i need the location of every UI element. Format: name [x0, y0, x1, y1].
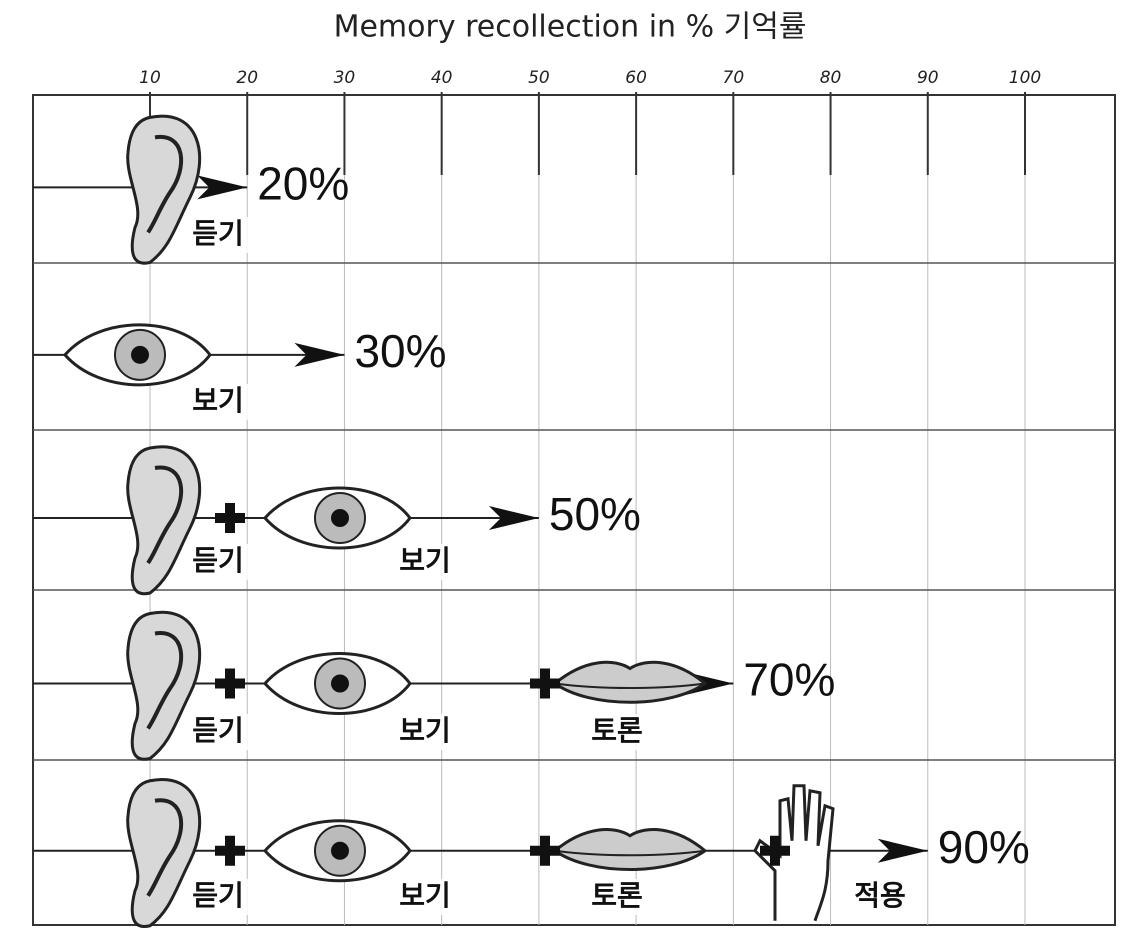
plus [770, 836, 780, 866]
row-label: 적용 [854, 879, 906, 912]
pupil [331, 675, 349, 693]
percent-label: 30% [354, 325, 446, 377]
diagram: Memory recollection in % 기억률 10 20 30 40 50 6… [0, 0, 1133, 933]
tick-label: 70 [723, 68, 745, 88]
pupil [131, 346, 149, 364]
tick-label: 40 [431, 68, 453, 88]
plus [225, 836, 235, 866]
tick-label: 80 [820, 68, 842, 88]
tick-label: 10 [139, 68, 161, 88]
icon [265, 488, 410, 548]
icon [555, 830, 705, 870]
pupil [331, 842, 349, 860]
plus [540, 836, 550, 866]
row-label: 듣기 [192, 879, 244, 912]
row-label: 토론 [591, 879, 643, 912]
row-label: 보기 [192, 384, 244, 417]
tick-label: 30 [334, 68, 356, 88]
row-label: 듣기 [192, 217, 244, 250]
lips-icon [555, 830, 705, 870]
plus [225, 503, 235, 533]
tick-label: 90 [917, 68, 939, 88]
icon [265, 654, 410, 714]
plus [540, 669, 550, 699]
tick-label: 60 [625, 68, 647, 88]
row-label: 토론 [591, 714, 643, 747]
percent-label: 20% [257, 158, 349, 210]
row-label: 보기 [399, 714, 451, 747]
tick-label: 20 [236, 68, 258, 88]
icon [65, 325, 210, 385]
percent-label: 90% [938, 821, 1030, 873]
pupil [331, 509, 349, 527]
row-label: 보기 [399, 879, 451, 912]
lips-icon [555, 662, 705, 702]
title: Memory recollection in % 기억률 [334, 10, 807, 45]
plus [225, 669, 235, 699]
percent-label: 70% [743, 654, 835, 706]
tick-label: 50 [528, 68, 550, 88]
tick-label: 100 [1009, 68, 1041, 88]
row-label: 듣기 [192, 714, 244, 747]
icon [555, 662, 705, 702]
icon [265, 821, 410, 881]
row-label: 보기 [399, 544, 451, 577]
percent-label: 50% [549, 488, 641, 540]
row-label: 듣기 [192, 544, 244, 577]
